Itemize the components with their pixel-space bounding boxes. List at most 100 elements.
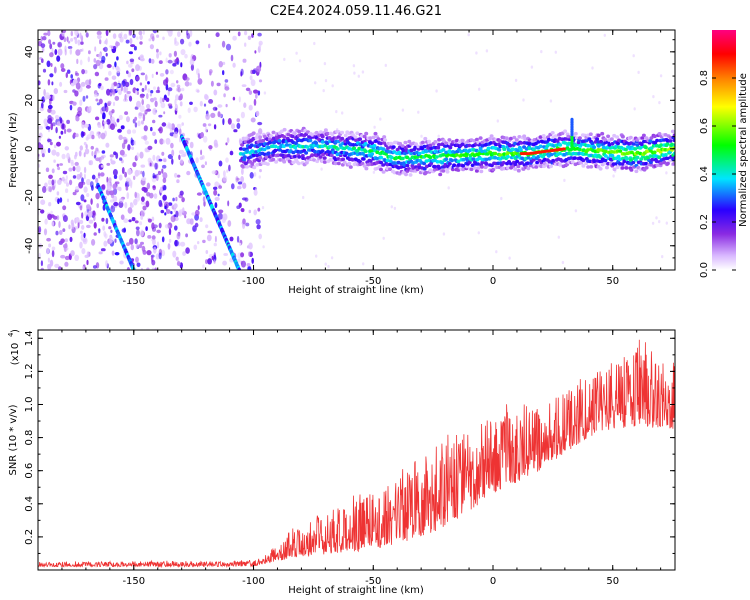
noise-speck	[48, 243, 52, 248]
noise-speck	[467, 33, 470, 37]
noise-speck	[174, 225, 178, 231]
band-cell	[587, 159, 592, 164]
noise-speck	[208, 99, 214, 104]
noise-speck	[66, 128, 72, 133]
band-cell	[379, 160, 384, 165]
noise-speck	[93, 232, 97, 236]
noise-speck	[179, 101, 183, 107]
noise-speck	[247, 265, 252, 270]
noise-speck	[166, 209, 171, 214]
band-cell	[296, 161, 301, 166]
noise-speck	[250, 117, 256, 123]
noise-speck	[67, 46, 73, 49]
noise-speck	[225, 43, 232, 51]
band-cell	[549, 164, 553, 169]
band-cell	[344, 151, 349, 156]
band-cell	[542, 164, 547, 169]
noise-speck	[102, 47, 105, 51]
noise-speck	[48, 202, 52, 207]
band-cell	[325, 131, 330, 136]
noise-speck	[85, 84, 91, 89]
noise-speck	[62, 123, 65, 130]
noise-speck	[105, 217, 109, 225]
noise-speck	[222, 118, 225, 126]
band-cell	[282, 135, 287, 139]
band-cell	[461, 157, 466, 162]
band-cell	[513, 162, 518, 166]
noise-speck	[214, 181, 220, 187]
noise-speck	[72, 101, 77, 106]
noise-speck	[119, 260, 124, 265]
band-cell	[448, 145, 453, 150]
noise-speck	[241, 260, 246, 268]
noise-speck	[218, 160, 223, 167]
noise-speck	[138, 30, 143, 36]
band-cell	[624, 157, 629, 161]
y-tick-label: 0	[24, 146, 35, 152]
noise-speck	[59, 81, 63, 87]
spectrogram-ylabel: Frequency (Hz)	[8, 112, 19, 188]
noise-speck	[258, 175, 261, 179]
band-cell	[452, 163, 457, 167]
noise-speck	[196, 192, 202, 196]
noise-speck	[177, 31, 181, 38]
noise-speck	[83, 141, 87, 146]
band-cell	[322, 156, 327, 160]
spectrogram-frame	[37, 29, 676, 271]
noise-speck	[115, 152, 119, 160]
band-cell	[352, 162, 357, 167]
band-cell	[310, 153, 315, 157]
noise-speck	[237, 185, 242, 190]
band-cell	[635, 155, 640, 160]
noise-speck	[162, 177, 167, 183]
noise-speck	[65, 188, 69, 193]
band-cell	[513, 167, 518, 171]
band-cell	[534, 165, 539, 169]
noise-speck	[79, 32, 82, 39]
noise-speck	[166, 30, 171, 33]
noise-speck	[50, 109, 56, 115]
noise-speck	[97, 83, 102, 89]
noise-speck	[227, 220, 232, 227]
noise-speck	[185, 247, 190, 254]
noise-speck	[70, 250, 75, 257]
noise-speck	[152, 131, 156, 136]
noise-speck	[64, 49, 67, 56]
noise-speck	[353, 71, 356, 75]
colorbar: 0.0 0.2 0.4 0.6 0.8 Normalized spectral ampl…	[699, 30, 749, 278]
noise-speck	[128, 51, 133, 55]
noise-speck	[209, 71, 212, 76]
noise-speck	[113, 174, 118, 179]
noise-speck	[116, 86, 119, 92]
noise-speck	[240, 208, 245, 213]
noise-speck	[180, 241, 186, 247]
noise-speck	[57, 198, 60, 205]
band-cell	[636, 165, 641, 170]
noise-speck	[176, 57, 179, 62]
noise-speck	[75, 115, 80, 122]
noise-speck	[255, 65, 262, 73]
noise-speck	[78, 181, 84, 189]
noise-speck	[178, 149, 185, 155]
band-cell	[592, 145, 597, 150]
noise-speck	[213, 186, 218, 190]
band-cell	[599, 139, 604, 144]
noise-speck	[62, 215, 68, 222]
noise-speck	[108, 177, 112, 184]
band-cell	[398, 141, 403, 146]
noise-speck	[554, 50, 557, 54]
noise-speck	[87, 56, 91, 63]
band-cell	[672, 151, 675, 156]
band-cell	[409, 151, 414, 156]
noise-speck	[213, 89, 218, 96]
noise-speck	[97, 34, 102, 40]
noise-speck	[69, 48, 73, 55]
noise-speck	[60, 254, 66, 259]
noise-speck	[632, 54, 635, 58]
noise-speck	[401, 108, 405, 112]
band-cell	[358, 137, 362, 141]
band-cell	[517, 135, 522, 139]
noise-speck	[210, 112, 216, 118]
noise-speck	[63, 37, 67, 42]
noise-speck	[86, 259, 89, 266]
